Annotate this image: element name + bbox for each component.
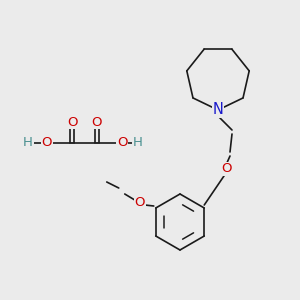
- Text: H: H: [23, 136, 33, 149]
- Text: O: O: [134, 196, 145, 209]
- Text: O: O: [117, 136, 127, 149]
- Text: H: H: [133, 136, 143, 149]
- Text: O: O: [42, 136, 52, 149]
- Text: O: O: [67, 116, 77, 128]
- Text: O: O: [221, 163, 231, 176]
- Text: O: O: [92, 116, 102, 128]
- Text: N: N: [213, 103, 224, 118]
